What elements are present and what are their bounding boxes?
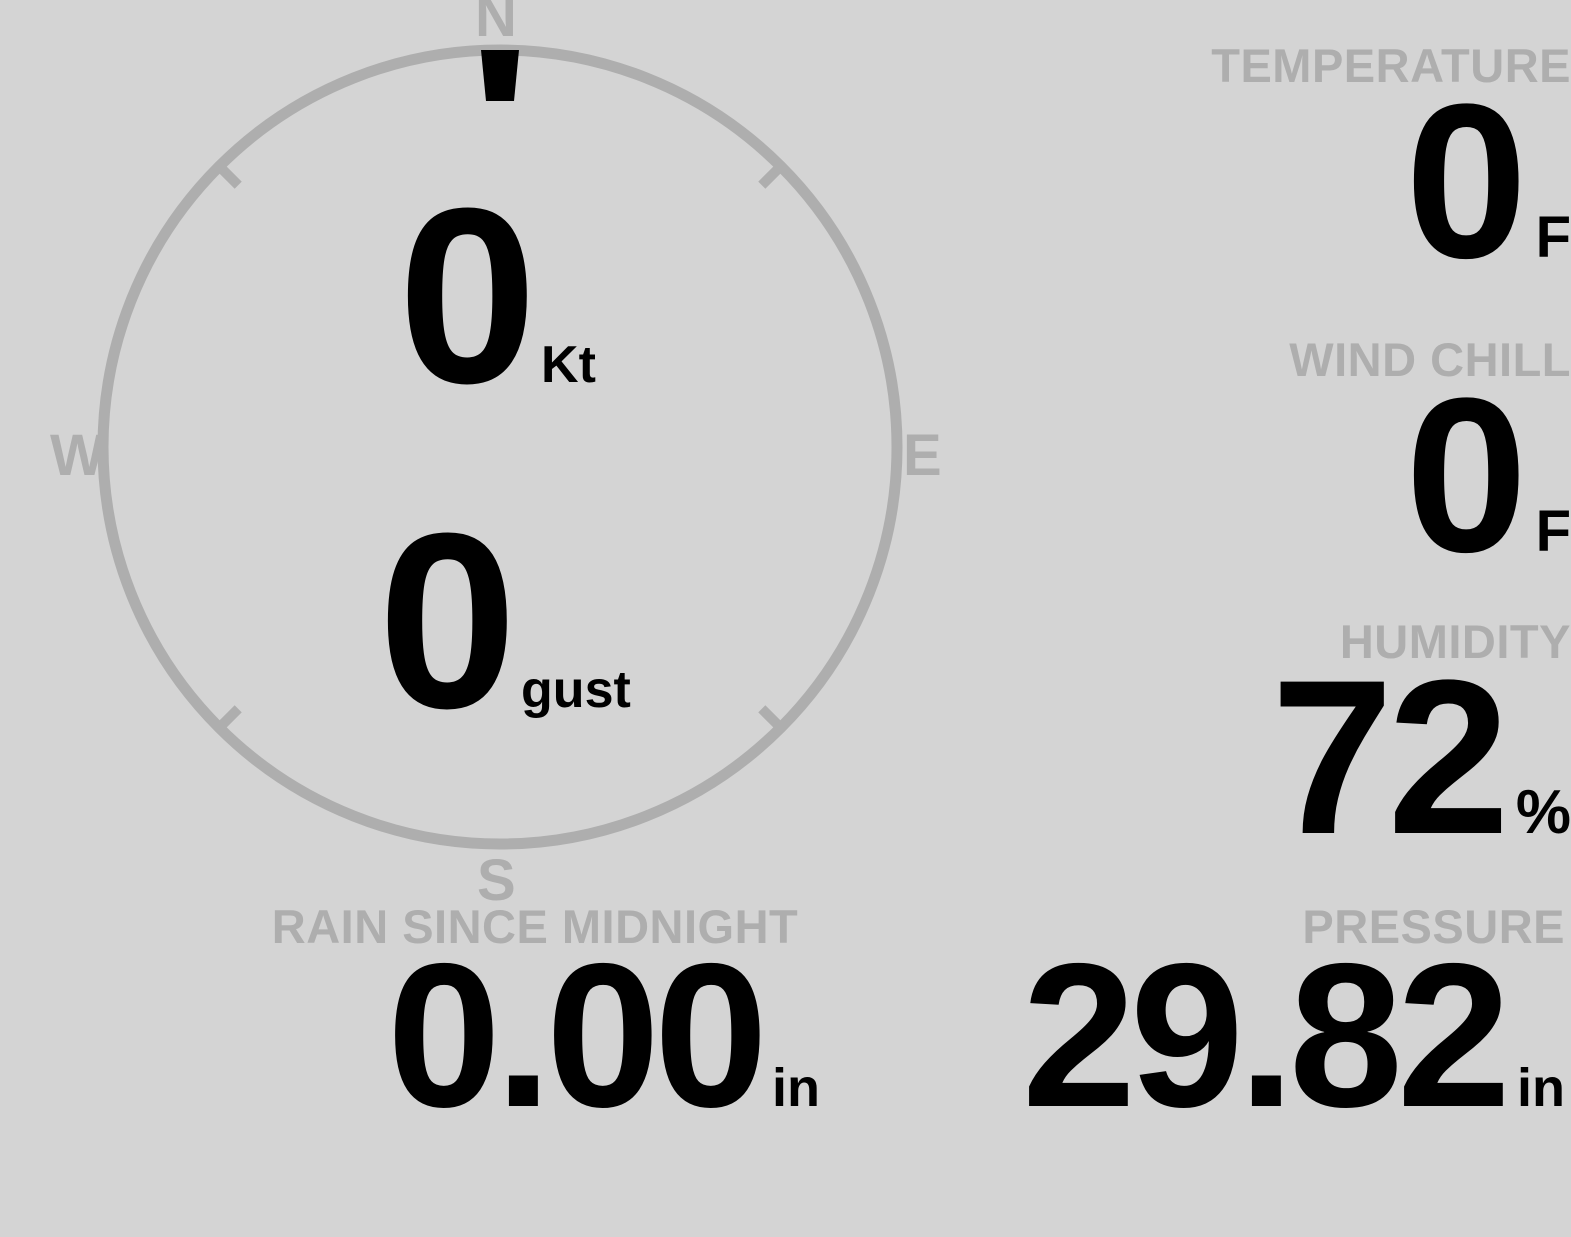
temperature-stat[interactable]: TEMPERATURE 0 F <box>931 39 1571 304</box>
wind-gust-readout: 0 gust <box>378 481 631 760</box>
wind-chill-value-row: 0 F <box>931 352 1571 598</box>
temperature-value-row: 0 F <box>931 58 1571 304</box>
pressure-value-row: 29.82 in <box>940 921 1565 1150</box>
temperature-label: TEMPERATURE <box>1211 39 1571 92</box>
rain-since-midnight-label: RAIN SINCE MIDNIGHT <box>271 900 799 953</box>
pressure-value: 29.82 <box>1021 921 1511 1150</box>
rain-since-midnight-stat[interactable]: RAIN SINCE MIDNIGHT 0.00 in <box>250 900 820 1150</box>
temperature-unit: F <box>1535 205 1571 270</box>
temperature-value: 0 <box>1405 58 1527 304</box>
wind-speed-readout: 0 Kt <box>398 156 596 435</box>
humidity-value: 72 <box>1271 634 1510 880</box>
compass-dial <box>97 44 903 850</box>
humidity-label: HUMIDITY <box>1339 615 1571 668</box>
compass-ticks <box>215 162 785 732</box>
rain-since-midnight-unit: in <box>772 1058 820 1118</box>
wind-chill-value: 0 <box>1405 352 1527 598</box>
wind-chill-unit: F <box>1535 499 1571 564</box>
pressure-label: PRESSURE <box>1302 900 1565 953</box>
wind-chill-stat[interactable]: WIND CHILL 0 F <box>931 333 1571 598</box>
wind-chill-label: WIND CHILL <box>1289 333 1571 386</box>
wind-gust-unit: gust <box>521 661 631 719</box>
rain-value-row: 0.00 in <box>250 921 820 1150</box>
humidity-stat[interactable]: HUMIDITY 72 % <box>931 615 1571 880</box>
compass-label-east: E <box>903 423 942 488</box>
wind-speed-value: 0 <box>398 156 537 435</box>
wind-gust-value: 0 <box>378 481 517 760</box>
humidity-value-row: 72 % <box>931 634 1571 880</box>
pressure-unit: in <box>1517 1058 1565 1118</box>
wind-speed-unit: Kt <box>541 336 596 394</box>
wind-compass-gauge[interactable]: N S W E 0 Kt 0 gust <box>0 0 1000 910</box>
rain-since-midnight-value: 0.00 <box>387 921 768 1150</box>
wind-direction-pointer <box>481 50 519 101</box>
compass-label-south: S <box>477 848 516 913</box>
compass-label-north: N <box>475 0 517 49</box>
pressure-stat[interactable]: PRESSURE 29.82 in <box>940 900 1565 1150</box>
humidity-unit: % <box>1515 778 1571 847</box>
compass-label-west: W <box>50 423 105 488</box>
